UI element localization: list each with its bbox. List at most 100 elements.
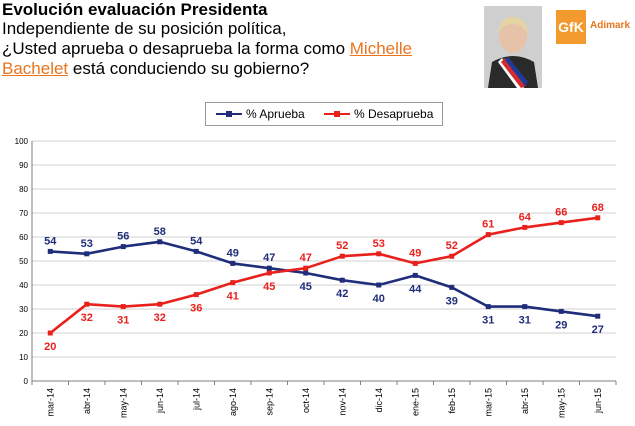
data-label-desaprueba-ene-15: 49 [409,247,421,259]
x-tick-label-mar-15: mar-15 [483,388,493,417]
y-tick-label-100: 100 [15,137,29,146]
data-label-aprueba-abr-14: 53 [81,238,93,250]
x-tick-label-abr-15: abr-15 [520,388,530,414]
data-point-desaprueba-jun-14 [157,301,163,307]
x-tick-label-dic-14: dic-14 [374,388,384,413]
legend-label-desaprueba: % Desaprueba [354,107,434,121]
data-label-aprueba-oct-14: 45 [300,281,312,293]
data-label-desaprueba-sep-14: 45 [263,281,275,293]
data-label-aprueba-mar-15: 31 [482,315,494,327]
data-label-desaprueba-jun-14: 32 [154,312,166,324]
data-label-aprueba-jun-15: 27 [592,324,604,336]
data-label-desaprueba-may-15: 66 [555,207,567,219]
x-tick-label-sep-14: sep-14 [264,388,274,416]
legend-swatch-desaprueba [324,111,350,117]
data-point-aprueba-ago-14 [230,260,236,266]
data-point-aprueba-jun-15 [595,313,601,319]
legend-label-aprueba: % Aprueba [246,107,305,121]
data-label-desaprueba-nov-14: 52 [336,240,348,252]
x-tick-label-ene-15: ene-15 [410,388,420,416]
data-label-aprueba-feb-15: 39 [446,295,458,307]
y-tick-label-30: 30 [19,305,28,314]
data-label-desaprueba-mar-15: 61 [482,219,494,231]
data-point-desaprueba-mar-14 [47,330,53,336]
data-label-desaprueba-abr-14: 32 [81,312,93,324]
data-label-desaprueba-may-14: 31 [117,315,129,327]
data-label-aprueba-jul-14: 54 [190,235,203,247]
data-point-aprueba-may-15 [558,308,564,314]
data-label-aprueba-may-14: 56 [117,231,129,243]
data-label-aprueba-ene-15: 44 [409,283,422,295]
name-link-part2[interactable]: Bachelet [2,59,69,78]
data-point-aprueba-feb-15 [449,284,455,290]
name-link-part1[interactable]: Michelle [349,39,413,58]
data-point-desaprueba-sep-14 [266,270,272,276]
data-label-aprueba-abr-15: 31 [519,315,531,327]
data-point-desaprueba-mar-15 [485,232,491,238]
data-point-aprueba-ene-15 [412,272,418,278]
data-point-aprueba-sep-14 [266,265,272,271]
data-point-desaprueba-abr-14 [84,301,90,307]
president-photo [484,6,542,88]
data-point-aprueba-oct-14 [303,270,309,276]
data-label-desaprueba-abr-15: 64 [519,211,532,223]
x-tick-label-jun-14: jun-14 [155,388,165,414]
question-post: está conduciendo su gobierno? [68,59,310,78]
data-point-desaprueba-ago-14 [230,280,236,286]
x-tick-label-ago-14: ago-14 [228,388,238,416]
x-tick-label-abr-14: abr-14 [82,388,92,414]
data-point-aprueba-mar-15 [485,304,491,310]
y-tick-label-70: 70 [19,209,28,218]
y-tick-label-90: 90 [19,161,28,170]
data-point-aprueba-mar-14 [47,248,53,254]
legend-swatch-aprueba [216,111,242,117]
chart-title: Evolución evaluación Presidenta [2,0,268,19]
series-line-desaprueba [49,216,598,335]
series-line-aprueba [50,240,598,318]
data-label-aprueba-dic-14: 40 [373,293,385,305]
data-label-aprueba-may-15: 29 [555,319,567,331]
data-point-aprueba-abr-15 [522,304,528,310]
gfk-adimark-logo: GfK Adimark [556,10,634,56]
data-point-aprueba-jul-14 [193,248,199,254]
y-tick-label-60: 60 [19,233,28,242]
data-point-desaprueba-may-15 [558,220,564,226]
question-text: Independiente de su posición política, ¿… [2,19,472,79]
data-point-desaprueba-feb-15 [449,253,455,259]
legend-item-desaprueba: % Desaprueba [324,103,433,125]
data-label-desaprueba-dic-14: 53 [373,238,385,250]
data-point-aprueba-may-14 [120,244,126,250]
x-tick-label-may-15: may-15 [556,388,566,418]
data-point-aprueba-abr-14 [84,251,90,257]
data-label-desaprueba-ago-14: 41 [227,291,239,303]
data-label-aprueba-sep-14: 47 [263,252,275,264]
data-point-desaprueba-jul-14 [193,292,199,298]
data-label-desaprueba-oct-14: 47 [300,252,312,264]
y-tick-label-40: 40 [19,281,28,290]
x-tick-label-jun-15: jun-15 [593,388,603,414]
x-tick-label-jul-14: jul-14 [191,388,201,411]
adimark-logo-text: Adimark [590,20,631,31]
y-tick-label-10: 10 [19,353,28,362]
x-tick-label-oct-14: oct-14 [301,388,311,413]
data-point-aprueba-dic-14 [376,282,382,288]
data-point-desaprueba-dic-14 [376,251,382,257]
x-tick-label-nov-14: nov-14 [337,388,347,416]
data-label-desaprueba-mar-14: 20 [44,341,56,353]
y-tick-label-80: 80 [19,185,28,194]
data-point-desaprueba-ene-15 [412,260,418,266]
data-label-aprueba-ago-14: 49 [227,247,239,259]
data-point-desaprueba-oct-14 [303,265,309,271]
chart-legend: % Aprueba % Desaprueba [205,102,443,126]
y-tick-label-50: 50 [19,257,28,266]
header: Evolución evaluación Presidenta Independ… [2,0,472,79]
gfk-logo-mark: GfK [556,10,586,44]
y-tick-label-0: 0 [24,377,29,386]
data-label-desaprueba-jun-15: 68 [592,202,604,214]
data-label-aprueba-nov-14: 42 [336,288,348,300]
data-point-aprueba-jun-14 [157,239,163,245]
data-point-desaprueba-may-14 [120,304,126,310]
data-label-desaprueba-jul-14: 36 [190,303,202,315]
x-tick-label-feb-15: feb-15 [447,388,457,414]
